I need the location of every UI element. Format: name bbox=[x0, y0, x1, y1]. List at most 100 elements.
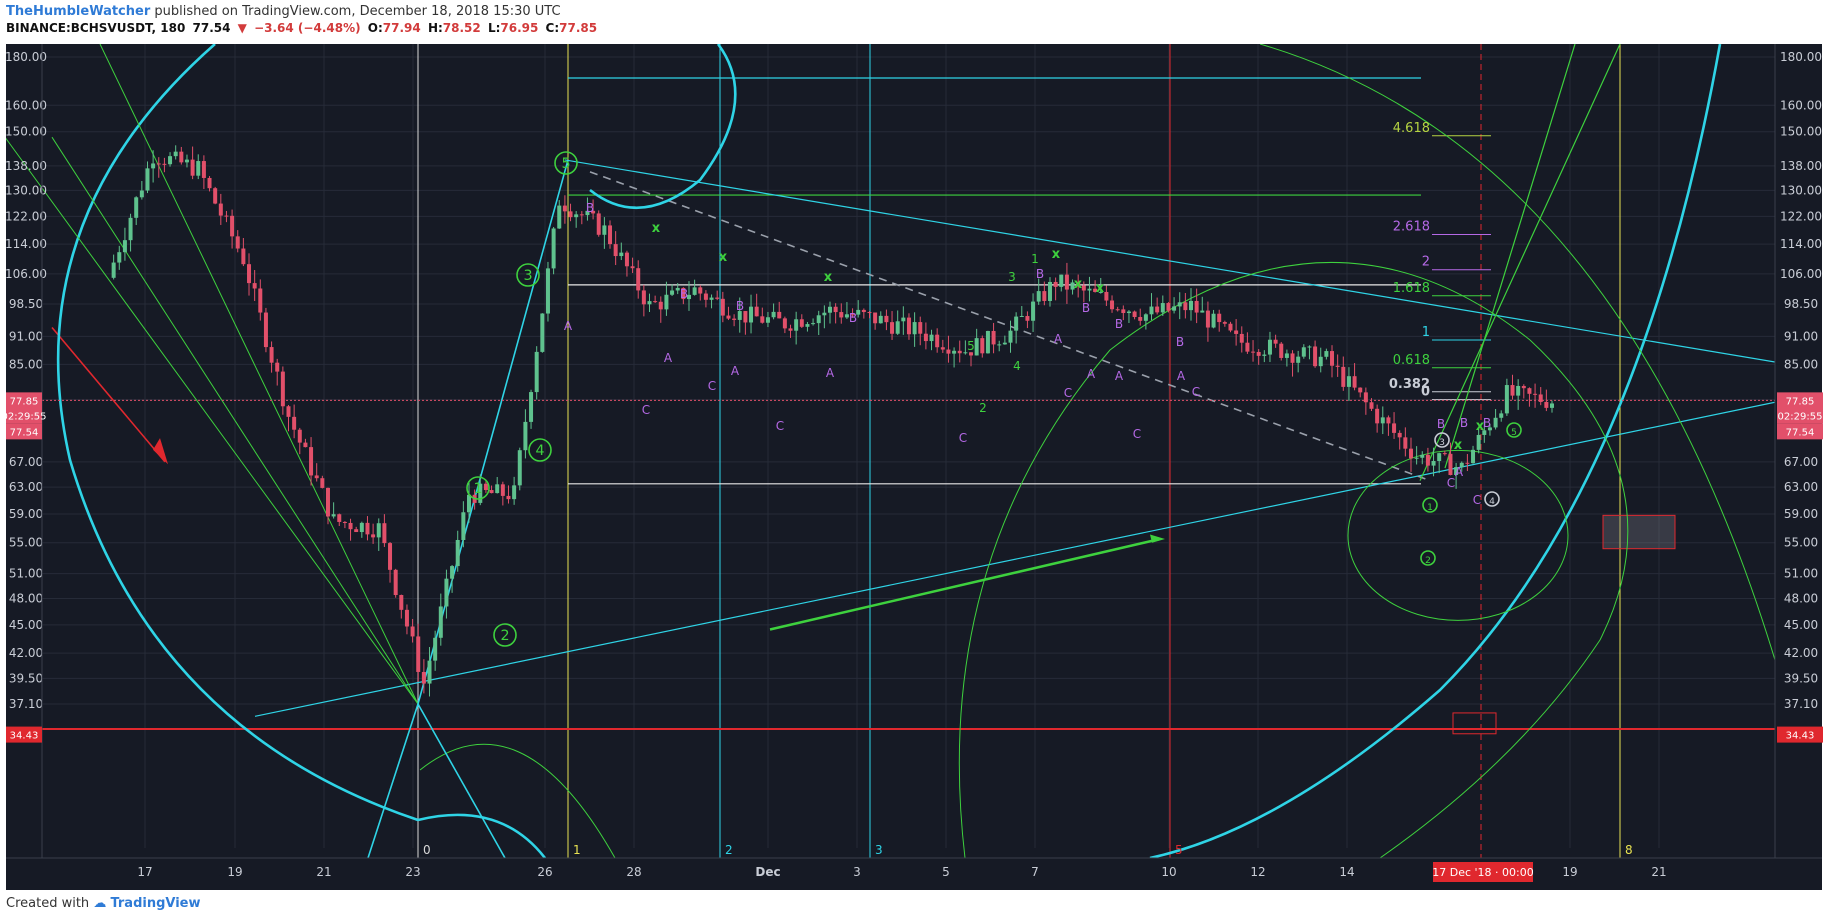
abc-label: B bbox=[1082, 301, 1090, 315]
y-axis-right[interactable]: 180.00 160.00 150.00 138.00 130.00 122.00 114.… bbox=[1774, 44, 1823, 858]
candle-body bbox=[985, 330, 990, 354]
candle-body bbox=[145, 168, 150, 191]
candle-body bbox=[940, 347, 945, 350]
y-tick-label-right: 180.00 bbox=[1780, 50, 1822, 64]
abc-label: B bbox=[1460, 416, 1468, 430]
candle-body bbox=[624, 252, 629, 267]
open-label: O: bbox=[367, 21, 383, 35]
x-axis[interactable]: 17 19 21 23 26 28 Dec 3 5 7 10 12 14 19 21 17 Dec '18 ·… bbox=[6, 857, 1822, 882]
candle-body bbox=[760, 316, 765, 323]
candle-body bbox=[545, 268, 550, 314]
candle-body bbox=[1172, 306, 1177, 311]
y-tick-label-right: 85.00 bbox=[1784, 357, 1818, 371]
price-label-text: 77.85 bbox=[1786, 396, 1815, 407]
y-axis-left[interactable]: 180.00 160.00 150.00 138.00 130.00 122.00 114.… bbox=[2, 44, 47, 858]
y-tick-label-right: 91.00 bbox=[1784, 329, 1818, 343]
fan-line-3 bbox=[6, 137, 419, 705]
price-chart[interactable]: 0 1 2 3 5 84.6182.61821.61810.6180.3820123451… bbox=[0, 40, 1828, 890]
candle-body bbox=[1375, 408, 1380, 424]
candle-body bbox=[128, 217, 133, 241]
candle-body bbox=[1358, 387, 1363, 393]
x-tick-label: Dec bbox=[755, 865, 780, 879]
candle-body bbox=[235, 236, 240, 249]
abc-label: B bbox=[1483, 416, 1491, 430]
wave-1-circle bbox=[466, 476, 490, 500]
subwave-1-label: 1 bbox=[1427, 503, 1433, 513]
candle-body bbox=[1104, 291, 1109, 301]
candle-body bbox=[715, 297, 720, 299]
candle-body bbox=[901, 317, 906, 322]
candle-body bbox=[963, 352, 968, 354]
candle-body bbox=[890, 322, 895, 334]
candle-body bbox=[139, 190, 144, 198]
x-tick-label: 19 bbox=[1562, 865, 1577, 879]
candle-body bbox=[1042, 291, 1047, 301]
candle-body bbox=[427, 660, 432, 684]
candle-body bbox=[957, 350, 962, 354]
candle-body bbox=[613, 244, 618, 257]
candle-body bbox=[602, 225, 607, 235]
candle-body bbox=[438, 606, 443, 638]
candle-body bbox=[850, 314, 855, 316]
x-mark: x bbox=[1454, 438, 1463, 453]
candle-body bbox=[1205, 310, 1210, 328]
candle-body bbox=[1256, 351, 1261, 356]
price-label-box bbox=[6, 407, 42, 424]
y-tick-label-right: 39.50 bbox=[1784, 671, 1818, 685]
candle-body bbox=[743, 311, 748, 323]
green-arc-right bbox=[1259, 44, 1775, 661]
abc-label: B bbox=[1036, 267, 1044, 281]
candle-body bbox=[952, 350, 957, 354]
subwave-5-label: 5 bbox=[1511, 428, 1517, 438]
candle-body bbox=[1442, 453, 1447, 455]
red-arrow-line bbox=[51, 327, 166, 463]
y-tick-label-right: 37.10 bbox=[1784, 697, 1818, 711]
wave-4-circle bbox=[528, 438, 552, 462]
author-link[interactable]: TheHumbleWatcher bbox=[6, 4, 151, 19]
abc-label: A bbox=[826, 366, 835, 380]
candle-body bbox=[1121, 309, 1126, 314]
candle-body bbox=[376, 523, 381, 538]
price-label-box bbox=[1777, 407, 1823, 424]
candle-body bbox=[1053, 281, 1058, 287]
abc-label: B bbox=[680, 287, 688, 301]
candle-body bbox=[805, 324, 810, 327]
abc-label: A bbox=[1054, 332, 1063, 346]
candle-body bbox=[1211, 313, 1216, 328]
candle-body bbox=[1132, 311, 1137, 318]
y-tick-label-left: 45.00 bbox=[9, 618, 43, 632]
y-tick-label-left: 85.00 bbox=[9, 357, 43, 371]
candle-body bbox=[585, 210, 590, 216]
candle-body bbox=[1245, 342, 1250, 352]
y-tick-label-left: 91.00 bbox=[9, 329, 43, 343]
red-box-target bbox=[1602, 514, 1676, 550]
vline-number: 8 bbox=[1625, 843, 1633, 857]
price-label-box bbox=[1777, 392, 1823, 409]
candle-body bbox=[467, 494, 471, 513]
candle-body bbox=[1296, 356, 1301, 363]
candle-body bbox=[416, 636, 421, 672]
price-label-box bbox=[6, 423, 42, 440]
candle-body bbox=[1155, 306, 1160, 313]
candle-body bbox=[1267, 339, 1272, 355]
candle-body bbox=[579, 214, 584, 216]
price-label-text: 34.43 bbox=[10, 731, 39, 742]
candle-body bbox=[771, 311, 776, 318]
y-tick-label-right: 130.00 bbox=[1780, 183, 1822, 197]
candle-body bbox=[1160, 303, 1165, 313]
candle-body bbox=[991, 330, 996, 345]
candle-body bbox=[884, 315, 889, 323]
price-label-text: 77.54 bbox=[10, 427, 39, 438]
candle-body bbox=[1550, 403, 1554, 408]
tradingview-brand-link[interactable]: TradingView bbox=[110, 896, 201, 911]
candle-body bbox=[1487, 427, 1492, 431]
candle-body bbox=[1110, 300, 1115, 310]
abc-label: A bbox=[731, 364, 740, 378]
candle-body bbox=[168, 156, 173, 165]
candle-body bbox=[506, 495, 511, 500]
y-tick-label-left: 42.00 bbox=[9, 646, 43, 660]
x-mark: x bbox=[1052, 247, 1061, 262]
wave-5-label: 5 bbox=[561, 156, 570, 172]
candle-body bbox=[1149, 306, 1154, 315]
candle-body bbox=[591, 210, 596, 214]
